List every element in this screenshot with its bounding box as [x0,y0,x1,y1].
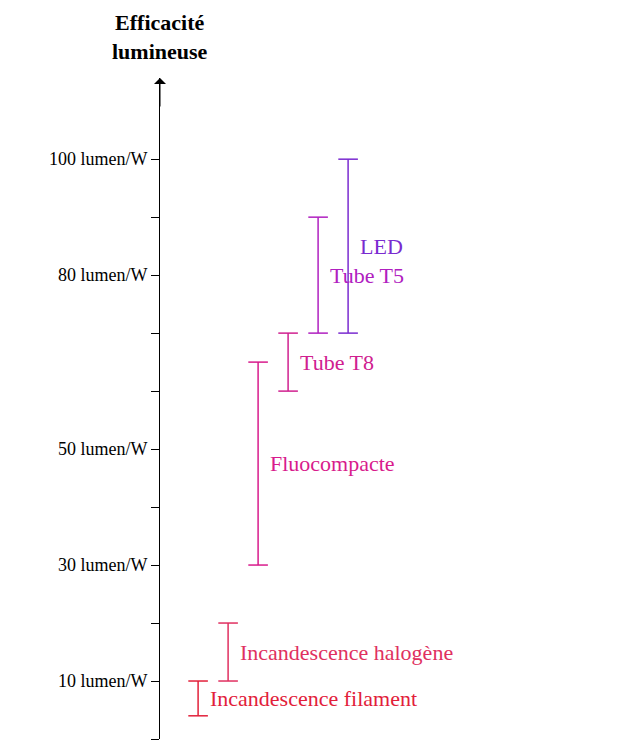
svg-text:50 lumen/W: 50 lumen/W [58,439,147,459]
svg-text:Tube T8: Tube T8 [300,350,374,375]
svg-text:LED: LED [360,234,403,259]
svg-text:Incandescence filament: Incandescence filament [210,686,417,711]
svg-text:Efficacitélumineuse: Efficacitélumineuse [112,10,208,64]
svg-text:10 lumen/W: 10 lumen/W [58,671,147,691]
svg-text:30 lumen/W: 30 lumen/W [58,555,147,575]
svg-text:Incandescence halogène: Incandescence halogène [240,640,453,665]
svg-text:100 lumen/W: 100 lumen/W [49,149,147,169]
svg-text:80 lumen/W: 80 lumen/W [58,265,147,285]
svg-text:Fluocompacte: Fluocompacte [270,451,395,476]
svg-text:Tube T5: Tube T5 [330,263,404,288]
